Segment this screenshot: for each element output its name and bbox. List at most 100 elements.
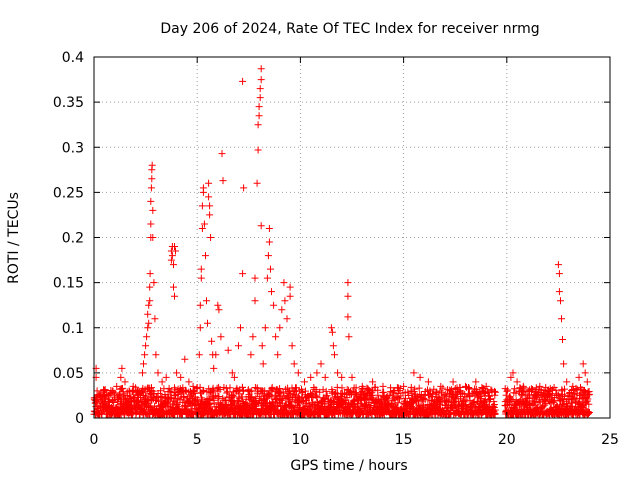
data-point-background <box>132 409 140 417</box>
data-point-background <box>248 393 256 401</box>
data-point-background <box>200 387 208 394</box>
data-point-background <box>511 385 519 393</box>
data-point <box>329 342 337 350</box>
data-point <box>113 382 121 390</box>
data-point-background <box>491 387 498 395</box>
data-point <box>202 252 209 260</box>
data-point-background <box>104 403 112 411</box>
data-point <box>267 265 274 273</box>
data-point-background <box>436 387 444 395</box>
data-point <box>344 313 352 321</box>
data-point <box>148 175 156 183</box>
data-point-background <box>561 392 568 400</box>
data-point <box>200 220 208 228</box>
data-point <box>253 179 261 187</box>
data-point-background <box>224 388 232 396</box>
data-point-background <box>166 388 174 395</box>
data-point-background <box>409 399 417 407</box>
data-point <box>206 211 214 219</box>
data-point <box>379 382 387 390</box>
data-point <box>583 378 591 386</box>
data-point-background <box>425 391 433 399</box>
data-point <box>257 76 265 84</box>
data-point-background <box>549 397 557 405</box>
data-point-background <box>490 398 498 406</box>
x-tick-label: 15 <box>395 432 413 448</box>
data-point <box>272 333 280 341</box>
data-point <box>208 337 216 345</box>
data-point <box>206 202 214 210</box>
data-point <box>554 261 562 269</box>
data-point <box>212 351 220 359</box>
data-point <box>462 382 469 390</box>
data-point <box>263 274 271 282</box>
data-point <box>490 401 498 408</box>
data-point-background <box>402 394 409 402</box>
data-point <box>507 373 515 381</box>
data-point-background <box>299 398 307 406</box>
data-point <box>557 297 564 305</box>
data-point <box>247 351 255 359</box>
data-point <box>449 378 457 386</box>
x-axis-label: GPS time / hours <box>290 458 407 474</box>
data-point <box>151 315 159 323</box>
data-point <box>389 387 397 395</box>
data-point <box>104 391 112 399</box>
data-point <box>172 247 179 255</box>
data-point-background <box>525 401 533 409</box>
y-tick-label: 0.35 <box>53 95 84 111</box>
data-point <box>313 369 321 377</box>
data-point <box>167 256 175 264</box>
data-point <box>142 342 150 350</box>
data-point <box>265 225 273 232</box>
data-point <box>207 234 215 241</box>
data-point-background <box>585 410 592 418</box>
data-point <box>345 333 353 341</box>
data-point <box>196 324 204 332</box>
data-point-background <box>407 383 415 391</box>
data-point <box>149 234 157 241</box>
data-point <box>149 206 157 214</box>
data-point <box>141 351 149 359</box>
data-point-background <box>459 397 467 405</box>
data-point <box>148 161 156 169</box>
y-tick-label: 0.3 <box>62 140 84 156</box>
data-point <box>93 387 101 395</box>
x-tick-label: 25 <box>601 432 619 448</box>
data-point-background <box>312 388 320 396</box>
data-point-background <box>524 395 532 402</box>
y-tick-label: 0 <box>75 411 84 427</box>
data-point <box>147 184 155 192</box>
data-point <box>255 103 263 111</box>
data-point <box>254 146 262 154</box>
data-point <box>256 85 264 93</box>
data-point <box>555 288 563 296</box>
data-point <box>270 301 278 309</box>
data-point <box>145 319 153 327</box>
data-point-background <box>420 394 428 402</box>
data-point-background <box>322 387 330 395</box>
data-point <box>424 378 432 386</box>
data-point-background <box>585 400 593 408</box>
data-point <box>358 382 366 390</box>
data-point <box>199 184 207 192</box>
data-point-background <box>223 389 231 397</box>
data-point <box>224 346 232 354</box>
data-point <box>217 333 225 341</box>
data-point <box>348 373 356 381</box>
data-point <box>280 279 288 287</box>
data-point <box>560 360 568 368</box>
data-point <box>205 179 213 187</box>
data-point <box>171 243 178 250</box>
data-point <box>301 378 308 386</box>
data-point-background <box>413 397 421 404</box>
data-point <box>251 297 259 305</box>
data-point <box>196 301 204 309</box>
data-point <box>218 150 226 158</box>
data-point-background <box>584 395 592 403</box>
data-point-background <box>216 385 224 393</box>
data-point-background <box>421 395 429 403</box>
data-point-background <box>552 386 560 394</box>
data-point-background <box>268 393 276 401</box>
data-point <box>204 319 211 327</box>
